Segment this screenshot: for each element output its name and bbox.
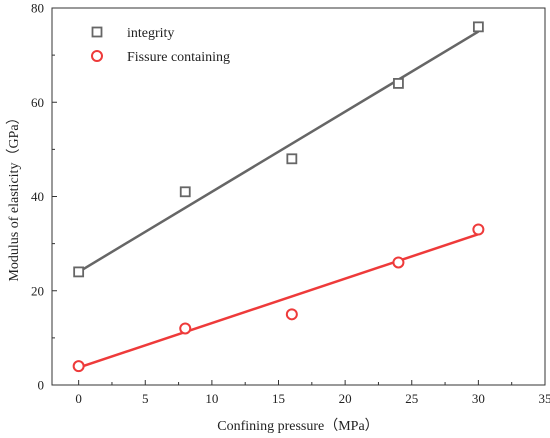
x-axis-title: Confining pressure（MPa） <box>217 418 378 434</box>
x-tick-label: 5 <box>142 391 149 406</box>
point-integrity <box>393 78 404 89</box>
point-fissure-containing <box>285 308 298 321</box>
legend-label-integrity: integrity <box>127 26 174 41</box>
x-tick-label: 30 <box>472 391 485 406</box>
x-tick-label: 0 <box>75 391 82 406</box>
x-axis: 0 5 10 15 20 25 30 35 <box>75 380 550 406</box>
fit-line-integrity <box>78 30 480 273</box>
y-axis-title: Modulus of elasticity（GPa） <box>6 110 22 281</box>
legend-label-fissure-containing: Fissure containing <box>127 50 230 65</box>
legend-marker-fissure-containing <box>91 50 103 62</box>
y-tick-label: 80 <box>31 1 44 16</box>
y-tick-label: 40 <box>31 189 44 204</box>
fit-line-fissure-containing <box>78 233 479 369</box>
point-integrity <box>73 266 85 278</box>
x-tick-label: 25 <box>405 391 418 406</box>
x-tick-label: 15 <box>272 391 285 406</box>
point-integrity <box>179 186 191 198</box>
point-integrity <box>286 153 298 165</box>
x-tick-label: 20 <box>339 391 352 406</box>
point-integrity <box>472 21 484 33</box>
x-tick-label: 35 <box>539 391 550 406</box>
data-points <box>72 21 485 373</box>
legend-marker-integrity <box>91 26 103 38</box>
y-tick-label: 60 <box>31 95 44 110</box>
x-tick-label: 10 <box>205 391 218 406</box>
point-fissure-containing <box>179 322 192 335</box>
y-tick-label: 0 <box>38 378 45 393</box>
point-fissure-containing <box>472 223 485 236</box>
legend: integrity Fissure containing <box>91 26 230 65</box>
y-axis: 0 20 40 60 80 <box>31 1 57 393</box>
plot-frame <box>51 7 546 386</box>
fit-lines <box>78 30 480 369</box>
point-fissure-containing <box>392 256 405 269</box>
point-fissure-containing <box>72 360 85 373</box>
y-tick-label: 20 <box>31 283 44 298</box>
